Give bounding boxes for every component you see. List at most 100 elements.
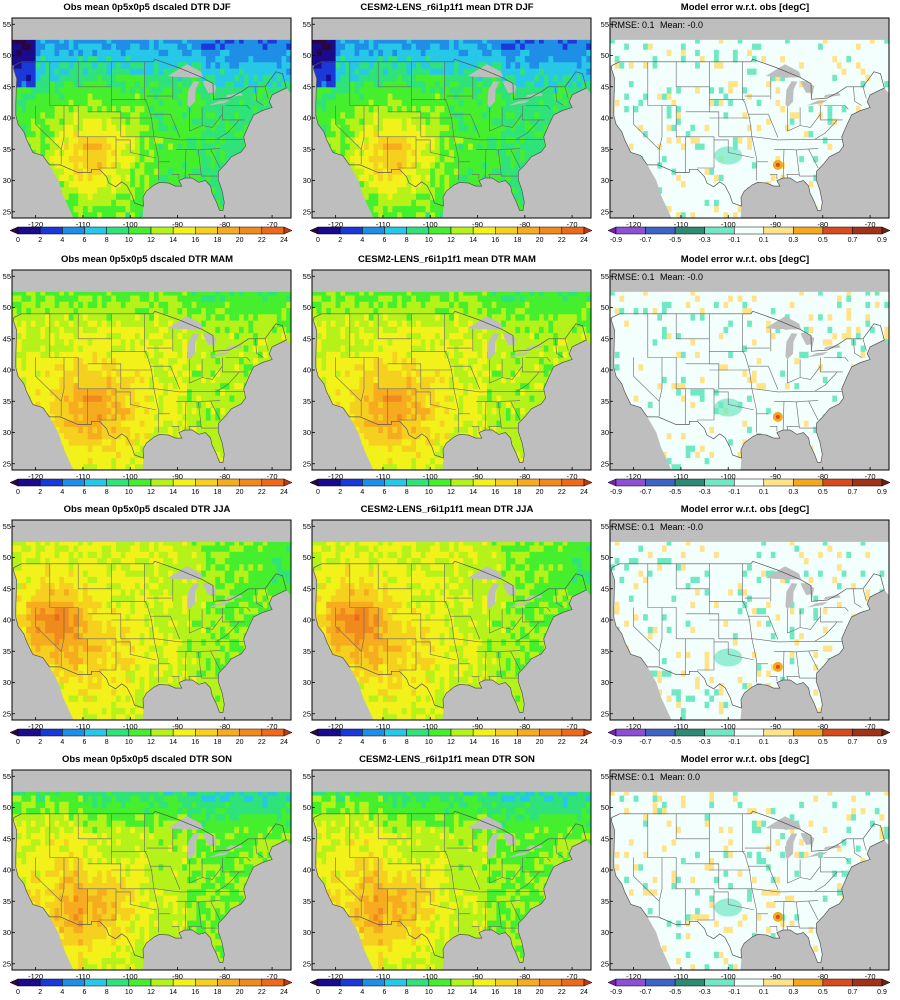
lon-tick-label: -120 (28, 220, 43, 229)
colorbar-label: 8 (105, 489, 109, 496)
lat-tick-label: 55 (3, 272, 11, 281)
colorbar-swatch (172, 226, 196, 235)
lon-tick-label: -120 (626, 220, 641, 229)
colorbar-label: 0.7 (848, 489, 858, 496)
lon-tick-label: -100 (721, 472, 736, 481)
lon-tick-label: -70 (865, 722, 876, 731)
colorbar: 0 2 4 6 8 10 12 14 16 18 20 22 24 (9, 728, 292, 746)
colorbar-label: -0.1 (728, 739, 740, 746)
colorbar-extend-low (309, 728, 319, 737)
mean-label: Mean: -0.0 (660, 272, 703, 282)
colorbar-label: 24 (280, 739, 288, 746)
colorbar-label: 10 (125, 237, 133, 244)
colorbar-label: 0.1 (759, 989, 769, 996)
colorbar-extend-high (881, 226, 890, 235)
lat-tick-label: 45 (303, 334, 311, 343)
panel-title: Obs mean 0p5x0p5 dscaled DTR JJA (2, 504, 292, 515)
colorbar-swatch (261, 478, 285, 487)
colorbar-swatch (539, 226, 563, 235)
colorbar: 0 2 4 6 8 10 12 14 16 18 20 22 24 (309, 978, 592, 996)
lat-tick-label: 50 (601, 553, 609, 562)
panel-title: Obs mean 0p5x0p5 dscaled DTR DJF (2, 2, 292, 13)
lat-tick-label: 50 (3, 303, 11, 312)
mean-label: Mean: -0.0 (660, 522, 703, 532)
colorbar-swatch (339, 728, 363, 737)
colorbar-label: 14 (469, 489, 477, 496)
colorbar-label: 0.5 (818, 489, 828, 496)
model-panel-djf: -120 -110 -100 -90 -80 -70 25 30 35 40 45 50 55 0 2 4 6 8… (302, 0, 592, 248)
colorbar-swatch (406, 478, 430, 487)
error-panel-son: -120 -110 -100 -90 -80 -70 25 30 35 40 45 50 55 -0.9-… (600, 752, 890, 1000)
colorbar-label: 0.5 (818, 237, 828, 244)
colorbar-swatch (495, 478, 518, 487)
colorbar-label: 22 (258, 237, 266, 244)
colorbar-label: 20 (236, 237, 244, 244)
colorbar: 0 2 4 6 8 10 12 14 16 18 20 22 24 (9, 226, 292, 244)
colorbar-label: 0.9 (877, 489, 887, 496)
colorbar-label: 0 (16, 739, 20, 746)
colorbar-swatch (17, 478, 41, 487)
colorbar-label: 4 (360, 739, 364, 746)
colorbar-label: 10 (125, 489, 133, 496)
colorbar-swatch (704, 226, 735, 235)
lon-tick-label: -80 (219, 220, 230, 229)
colorbar: -0.9 -0.7 -0.5 -0.3 -0.1 0.1 0.3 0.5 0.7 0.9 (607, 226, 890, 244)
error-map-son: -120 -110 -100 -90 -80 -7025303540455055-0.9-… (601, 769, 890, 996)
colorbar-swatch (172, 478, 196, 487)
colorbar-swatch (362, 728, 385, 737)
colorbar-swatch (150, 728, 174, 737)
panel-title: Obs mean 0p5x0p5 dscaled DTR SON (2, 754, 292, 765)
colorbar-label: 0.5 (818, 989, 828, 996)
colorbar-swatch (852, 978, 883, 987)
colorbar-swatch (17, 728, 41, 737)
lat-tick-label: 25 (303, 459, 311, 468)
colorbar-swatch (615, 978, 646, 987)
colorbar-label: 14 (169, 739, 177, 746)
lon-tick-label: -110 (76, 472, 90, 481)
lon-tick-label: -120 (328, 472, 343, 481)
colorbar-label: 0.1 (759, 489, 769, 496)
colorbar-swatch (645, 978, 676, 987)
colorbar-swatch (645, 728, 676, 737)
colorbar-extend-high (283, 478, 292, 487)
lon-tick-label: -80 (219, 722, 230, 731)
lat-tick-label: 40 (303, 866, 311, 875)
colorbar-label: 0 (316, 739, 320, 746)
colorbar-extend-low (309, 226, 319, 235)
lat-tick-label: 40 (3, 114, 11, 123)
colorbar-swatch (763, 478, 794, 487)
lat-tick-label: 40 (3, 866, 11, 875)
lon-tick-label: -70 (567, 472, 578, 481)
colorbar-swatch (704, 978, 735, 987)
colorbar-label: 0 (316, 237, 320, 244)
lon-tick-label: -110 (674, 472, 688, 481)
colorbar-extend-low (607, 226, 617, 235)
colorbar-label: 24 (280, 489, 288, 496)
colorbar-swatch (261, 226, 285, 235)
lat-tick-label: 40 (3, 616, 11, 625)
colorbar-swatch (822, 978, 853, 987)
colorbar-label: 6 (383, 739, 387, 746)
lat-tick-label: 40 (601, 616, 609, 625)
panel-title: Model error w.r.t. obs [degC] (600, 504, 890, 515)
lon-tick-label: -110 (674, 220, 688, 229)
lon-tick-label: -90 (472, 472, 483, 481)
colorbar-swatch (84, 226, 107, 235)
colorbar-swatch (106, 978, 130, 987)
colorbar-swatch (195, 978, 218, 987)
lat-tick-label: 55 (601, 772, 609, 781)
colorbar-label: -0.1 (728, 989, 740, 996)
colorbar-extend-low (607, 478, 617, 487)
lat-tick-label: 25 (303, 709, 311, 718)
lon-tick-label: -120 (626, 722, 641, 731)
colorbar-swatch (472, 478, 496, 487)
colorbar-label: 12 (447, 989, 455, 996)
lat-tick-label: 40 (601, 366, 609, 375)
colorbar-label: 0 (316, 989, 320, 996)
colorbar-swatch (472, 728, 496, 737)
colorbar-label: 4 (360, 989, 364, 996)
colorbar-label: 18 (214, 739, 222, 746)
colorbar-swatch (362, 226, 385, 235)
colorbar-swatch (472, 226, 496, 235)
